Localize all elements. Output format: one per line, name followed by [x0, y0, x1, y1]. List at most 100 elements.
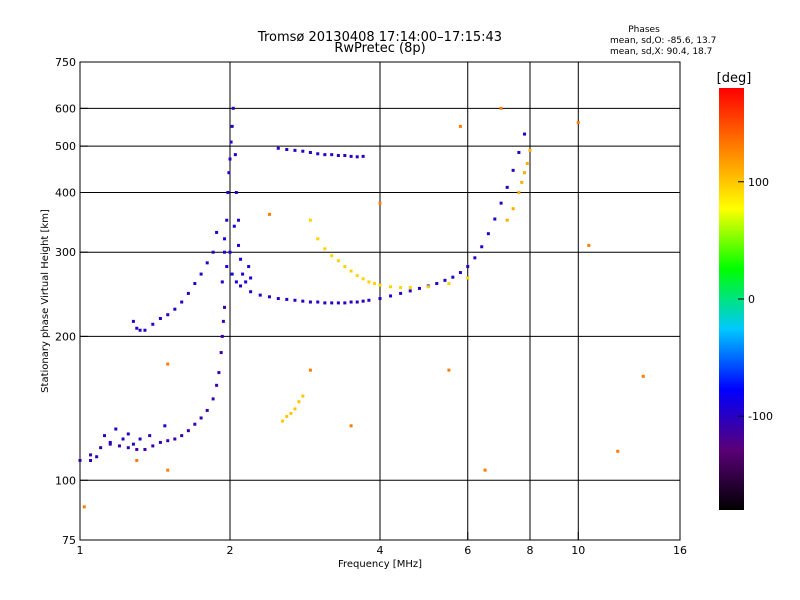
- data-point: [199, 272, 203, 276]
- data-point: [186, 429, 190, 433]
- data-point: [480, 245, 484, 249]
- data-point: [148, 434, 152, 438]
- data-point: [241, 272, 245, 276]
- data-point: [151, 444, 155, 448]
- data-point: [117, 444, 121, 448]
- data-point: [466, 276, 470, 280]
- data-point: [249, 290, 253, 294]
- data-point: [78, 458, 82, 462]
- data-point: [217, 371, 221, 375]
- data-point: [587, 243, 591, 247]
- data-point: [285, 414, 289, 418]
- data-point: [205, 408, 209, 412]
- vertical-cusp: [220, 106, 240, 284]
- data-point: [276, 297, 280, 301]
- data-point: [276, 146, 280, 150]
- data-point: [221, 319, 225, 323]
- data-point: [399, 291, 403, 295]
- data-point: [228, 250, 232, 254]
- x-tick-label: 8: [527, 544, 534, 557]
- data-point: [316, 237, 320, 241]
- data-point: [131, 319, 135, 323]
- x-axis-label: Frequency [MHz]: [338, 559, 422, 570]
- data-point: [528, 148, 532, 152]
- data-point: [301, 299, 305, 303]
- data-point: [89, 453, 93, 457]
- data-point: [239, 284, 243, 288]
- data-point: [451, 275, 455, 279]
- x-tick-label: 16: [673, 544, 687, 557]
- data-point: [138, 437, 142, 441]
- data-point: [499, 201, 503, 205]
- data-point: [517, 190, 521, 194]
- data-point: [499, 106, 503, 110]
- data-point: [297, 400, 301, 404]
- data-point: [249, 276, 253, 280]
- y-axis-label: Stationary phase Virtual Height [km]: [40, 209, 51, 393]
- data-point: [486, 232, 490, 236]
- x-tick-label: 1: [77, 544, 84, 557]
- phase-info-o: mean, sd,O: -85.6, 13.7: [610, 36, 716, 46]
- data-point: [135, 458, 139, 462]
- data-point: [180, 434, 184, 438]
- data-point: [349, 154, 353, 158]
- data-point: [228, 157, 232, 161]
- data-point: [215, 230, 219, 234]
- data-point: [316, 300, 320, 304]
- y-tick-label: 400: [55, 186, 76, 199]
- colorbar-tick-label: 100: [748, 176, 769, 189]
- data-point: [186, 291, 190, 295]
- data-point: [323, 153, 327, 157]
- plot-area: 1 2 4 6 8 10 16 75 100 200 300 400 500 600 750: [55, 56, 687, 557]
- data-point: [408, 286, 412, 290]
- y-tick-label: 600: [55, 102, 76, 115]
- colorbar-label: [deg]: [717, 71, 752, 86]
- low-trace: [78, 305, 227, 462]
- data-point: [505, 218, 509, 222]
- data-point: [399, 286, 403, 290]
- data-point: [163, 424, 167, 428]
- data-point: [323, 301, 327, 305]
- data-point: [343, 301, 347, 305]
- data-point: [89, 458, 93, 462]
- data-point: [336, 301, 340, 305]
- data-point: [517, 150, 521, 154]
- data-point: [426, 285, 430, 289]
- data-point: [378, 283, 382, 287]
- data-point: [523, 171, 527, 175]
- colorbar: [deg] 100 0 -100: [717, 71, 773, 510]
- data-point: [301, 394, 305, 398]
- data-point: [95, 455, 99, 459]
- data-point: [114, 427, 118, 431]
- data-point: [151, 322, 155, 326]
- data-point: [244, 280, 248, 284]
- data-point: [349, 424, 353, 428]
- data-point: [223, 250, 227, 254]
- data-point: [258, 293, 262, 297]
- data-point: [239, 257, 243, 261]
- data-point: [293, 298, 297, 302]
- data-point: [166, 468, 170, 472]
- y-tick-label: 100: [55, 474, 76, 487]
- data-point: [121, 437, 125, 441]
- data-point: [193, 422, 197, 426]
- data-point: [223, 237, 227, 241]
- data-point: [173, 437, 177, 441]
- data-point: [361, 299, 365, 303]
- phase-info-x: mean, sd,X: 90.4, 18.7: [610, 47, 712, 57]
- colorbar-tick-label: 0: [748, 293, 755, 306]
- data-point: [343, 154, 347, 158]
- data-point: [230, 124, 234, 128]
- data-point: [523, 132, 527, 136]
- data-point: [205, 261, 209, 265]
- data-point: [641, 374, 645, 378]
- data-point: [108, 440, 112, 444]
- data-point: [135, 326, 139, 330]
- data-point: [367, 298, 371, 302]
- data-point: [230, 272, 234, 276]
- data-point: [447, 368, 451, 372]
- data-point: [408, 289, 412, 293]
- data-point: [355, 300, 359, 304]
- upper-trace: [276, 146, 365, 159]
